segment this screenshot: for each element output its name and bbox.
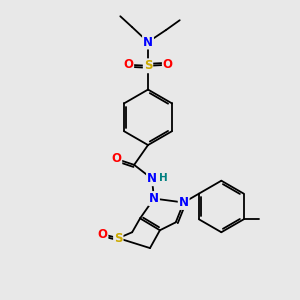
Text: O: O	[98, 228, 107, 241]
Text: N: N	[147, 172, 157, 185]
Text: N: N	[179, 196, 189, 209]
Text: O: O	[123, 58, 133, 71]
Text: N: N	[149, 192, 159, 205]
Text: O: O	[163, 58, 173, 71]
Text: O: O	[111, 152, 121, 165]
Text: S: S	[144, 59, 152, 72]
Text: N: N	[143, 35, 153, 49]
Text: H: H	[158, 173, 167, 183]
Text: S: S	[114, 232, 122, 245]
